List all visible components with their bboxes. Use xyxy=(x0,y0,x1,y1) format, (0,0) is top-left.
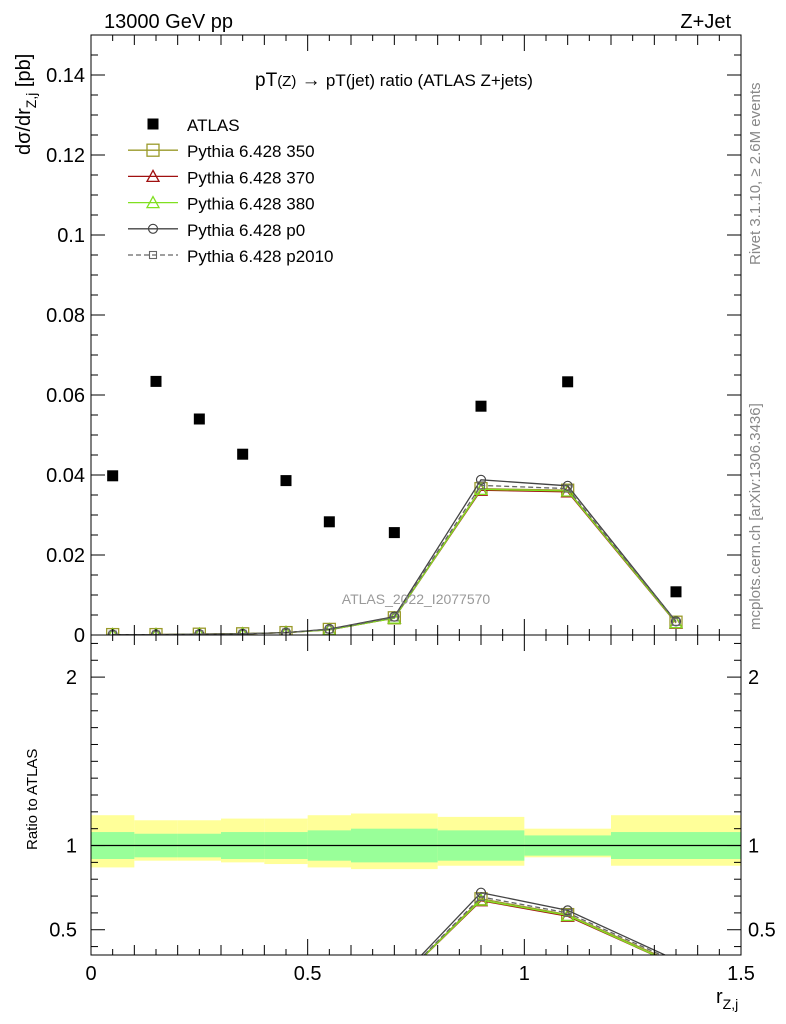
atlas-data-point xyxy=(150,375,162,387)
series-3-ratio-line xyxy=(420,891,667,955)
legend-series-label: Pythia 6.428 350 xyxy=(187,142,315,161)
series-4-ratio-marker xyxy=(563,908,572,917)
series-0-ratio-line xyxy=(423,898,659,955)
series-3-marker xyxy=(475,474,487,485)
series-4-marker xyxy=(390,613,399,622)
atlas-data-point xyxy=(107,470,119,482)
legend-series-marker xyxy=(145,195,161,209)
legend-series-marker xyxy=(146,143,160,157)
series-3-ratio-marker xyxy=(562,905,573,916)
atlas-data-point xyxy=(388,527,400,539)
atlas-data-point xyxy=(280,475,292,487)
atlas-data-point xyxy=(670,586,682,598)
series-3-marker xyxy=(670,616,682,627)
main-plot-panel: 0 0.02 0.04 0.06 0.08 0.1 0.12 0.14 xyxy=(46,34,742,647)
series-4-marker xyxy=(476,481,486,490)
series-1-ratio-line xyxy=(424,900,656,955)
ratio-y-tick-label: 1 xyxy=(66,836,77,858)
x-tick-label: 1.5 xyxy=(727,963,755,985)
y-tick-label: 0.08 xyxy=(46,305,85,327)
atlas-data-point xyxy=(475,400,487,412)
series-2-ratio-line xyxy=(424,899,656,955)
y-tick-label: 0.14 xyxy=(46,65,85,87)
ratio-y-tick-label-right: 0.5 xyxy=(748,920,776,942)
series-3-marker xyxy=(562,480,573,491)
legend-series-label: Pythia 6.428 370 xyxy=(187,168,315,187)
legend-series-marker xyxy=(145,169,161,183)
series-4-marker xyxy=(563,484,572,493)
series-4-marker xyxy=(671,617,681,626)
y-tick-label: 0.12 xyxy=(46,145,85,167)
x-tick-label: 0 xyxy=(85,963,96,985)
legend-series-marker xyxy=(147,223,159,234)
x-tick-label: 1 xyxy=(519,963,530,985)
ratio-plot-frame xyxy=(90,634,742,956)
ratio-y-tick-label-right: 2 xyxy=(748,667,759,689)
y-tick-label: 0.02 xyxy=(46,545,85,567)
y-axis-label: dσ/drZ,j [pb] xyxy=(13,54,39,155)
x-tick-label: 0.5 xyxy=(294,963,322,985)
ratio-plot-panel: 0.5 0.5 1 1 2 2 xyxy=(49,634,776,956)
legend-atlas-label: ATLAS xyxy=(187,116,240,135)
chart-title: pT(Z) → pT(jet) ratio (ATLAS Z+jets) xyxy=(255,70,533,91)
ratio-y-tick-label: 0.5 xyxy=(49,920,77,942)
x-axis-label: rZ,j xyxy=(716,986,738,1012)
legend: ATLAS Pythia 6.428 350 Pythia 6.428 370 Pyt… xyxy=(128,116,334,266)
header-energy-label: 13000 GeV pp xyxy=(104,11,233,33)
mcplots-reference-label: mcplots.cern.ch [arXiv:1306.3436] xyxy=(747,403,764,630)
y-tick-label: 0 xyxy=(74,625,85,647)
series-4-ratio-line xyxy=(423,896,663,955)
ratio-y-axis-label: Ratio to ATLAS xyxy=(24,749,41,850)
legend-atlas-marker xyxy=(147,118,159,130)
series-4-ratio-marker xyxy=(476,892,486,901)
legend-series-label: Pythia 6.428 380 xyxy=(187,195,315,214)
legend-series-label: Pythia 6.428 p0 xyxy=(187,221,305,240)
atlas-data-point xyxy=(193,413,205,425)
legend-series-label: Pythia 6.428 p2010 xyxy=(187,247,334,266)
y-tick-label: 0.04 xyxy=(46,465,85,487)
atlas-data-point xyxy=(562,376,574,388)
ratio-y-tick-label: 2 xyxy=(66,667,77,689)
legend-series-marker xyxy=(148,250,158,260)
y-tick-label: 0.1 xyxy=(57,225,85,247)
atlas-data-point xyxy=(323,516,335,528)
analysis-watermark: ATLAS_2022_I2077570 xyxy=(342,591,491,607)
atlas-data-point xyxy=(237,448,249,460)
header-process-label: Z+Jet xyxy=(680,11,731,33)
y-tick-label: 0.06 xyxy=(46,385,85,407)
ratio-y-tick-label-right: 1 xyxy=(748,836,759,858)
rivet-version-label: Rivet 3.1.10, ≥ 2.6M events xyxy=(747,83,764,266)
